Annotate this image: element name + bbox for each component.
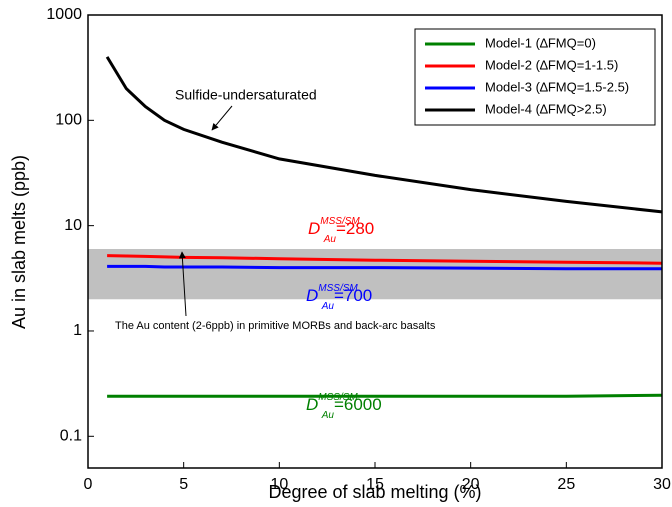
legend-label: Model-2 (∆FMQ=1-1.5) (485, 57, 618, 72)
annotation-part: MSS/SM (318, 392, 358, 403)
annotation-part: D (308, 219, 320, 238)
annotation-part: MSS/SM (320, 216, 360, 227)
annotation: DMSS/SM Au=700 (306, 283, 372, 312)
data-line (105, 56, 663, 214)
annotation: DMSS/SM Au=6000 (306, 392, 382, 421)
y-tick-label: 10 (64, 217, 82, 234)
annotation: DMSS/SM Au=280 (308, 216, 374, 245)
x-tick-label: 15 (366, 476, 384, 493)
annotation-part: =700 (334, 286, 372, 305)
x-tick-label: 20 (462, 476, 480, 493)
annotation: Sulfide-undersaturated (175, 87, 317, 103)
annotation-part: Au (323, 234, 337, 245)
x-tick-label: 25 (557, 476, 575, 493)
annotation-arrow (211, 105, 233, 131)
x-axis-title: Degree of slab melting (%) (268, 482, 481, 502)
legend-label: Model-1 (∆FMQ=0) (485, 35, 596, 50)
y-tick-label: 100 (55, 112, 82, 129)
annotation-part: MSS/SM (318, 283, 358, 294)
y-axis-title: Au in slab melts (ppb) (9, 155, 29, 329)
annotation-part: =280 (336, 219, 374, 238)
data-line (107, 264, 662, 271)
y-tick-label: 0.1 (60, 428, 82, 445)
data-line (107, 254, 663, 265)
band-label: The Au content (2-6ppb) in primitive MOR… (115, 320, 436, 332)
y-tick-label: 1000 (46, 6, 82, 23)
annotation-part: D (306, 286, 318, 305)
annotation-part: Au (321, 301, 335, 312)
legend-label: Model-4 (∆FMQ>2.5) (485, 101, 607, 116)
y-tick-label: 1 (73, 322, 82, 339)
annotation-part: Au (321, 410, 335, 421)
data-line (107, 393, 663, 398)
x-tick-label: 10 (270, 476, 288, 493)
x-tick-label: 5 (179, 476, 188, 493)
plot-frame (87, 14, 663, 469)
annotation-arrow (178, 251, 187, 317)
annotation-part: D (306, 395, 318, 414)
x-tick-label: 0 (84, 476, 93, 493)
x-tick-label: 30 (653, 476, 671, 493)
legend-label: Model-3 (∆FMQ=1.5-2.5) (485, 79, 629, 94)
annotation-part: =6000 (334, 395, 382, 414)
